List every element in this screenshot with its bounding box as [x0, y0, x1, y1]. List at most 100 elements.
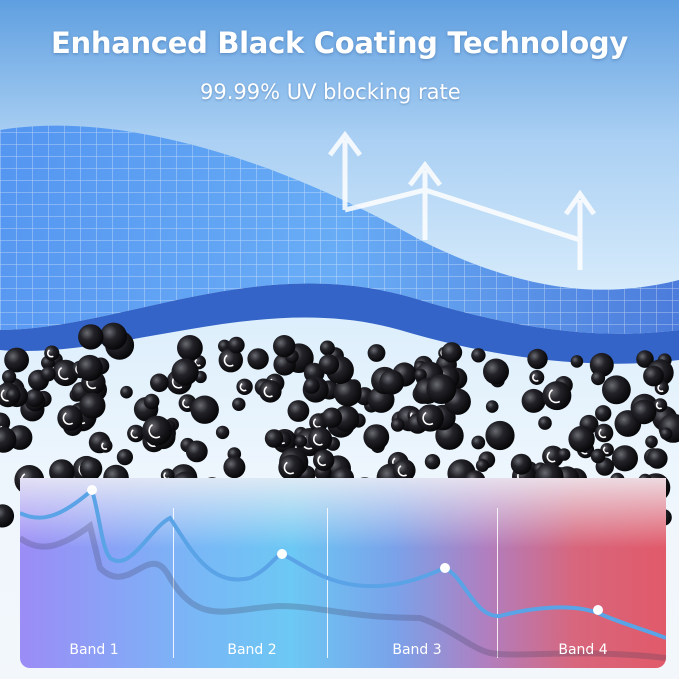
particle — [645, 435, 658, 449]
particle — [321, 407, 343, 428]
particle — [79, 392, 106, 419]
curve-line — [20, 486, 666, 640]
particle — [313, 449, 335, 471]
particle — [52, 359, 79, 387]
particle — [636, 350, 654, 368]
page-title: Enhanced Black Coating Technology — [51, 26, 628, 60]
particle-highlight — [312, 433, 323, 446]
particle — [264, 429, 284, 448]
particle — [259, 380, 282, 403]
particle — [294, 435, 308, 448]
particle — [521, 388, 546, 413]
particle — [99, 322, 128, 350]
particle-highlight — [397, 465, 408, 477]
particle — [483, 358, 509, 385]
particle — [441, 342, 463, 363]
particle-highlight — [655, 401, 663, 410]
particle — [570, 355, 584, 368]
particle — [363, 424, 390, 450]
particle — [471, 348, 486, 363]
particle — [471, 435, 486, 450]
particle — [653, 398, 668, 413]
band-divider — [173, 508, 174, 658]
particle — [591, 371, 606, 386]
particle — [177, 335, 203, 361]
particle — [6, 387, 21, 403]
particle-highlight — [598, 428, 607, 439]
particle — [333, 378, 362, 407]
particle — [120, 385, 133, 399]
particle — [223, 456, 246, 479]
particle — [529, 370, 545, 385]
band-label-3: Band 3 — [392, 642, 442, 658]
particle-highlight — [602, 446, 609, 454]
particle — [594, 423, 614, 443]
band-divider — [327, 508, 328, 658]
particle — [485, 420, 515, 451]
particle-highlight — [263, 386, 273, 398]
particle — [647, 448, 668, 469]
curve-shadow — [20, 520, 666, 661]
particle — [542, 381, 572, 411]
particle-highlight — [62, 412, 74, 425]
particle-highlight — [101, 442, 108, 450]
particle — [318, 354, 340, 375]
particle — [595, 405, 612, 422]
particle — [40, 366, 56, 382]
particle — [142, 415, 172, 446]
particle — [44, 345, 60, 361]
uv-chart-panel: Band 1 Band 2 Band 3 Band 4 — [20, 478, 666, 668]
particle-highlight — [317, 455, 327, 466]
particle — [150, 373, 169, 393]
particle — [4, 347, 29, 373]
uv-curve-chart — [20, 485, 666, 661]
band-label-4: Band 4 — [558, 642, 608, 658]
particle — [247, 348, 269, 370]
particle — [303, 377, 320, 394]
particle — [143, 393, 160, 410]
particle — [215, 425, 230, 440]
particle — [379, 369, 405, 395]
particle — [278, 454, 305, 481]
particle-highlight — [148, 423, 161, 439]
particle — [557, 448, 571, 461]
particle — [538, 416, 552, 430]
particle-highlight — [182, 398, 190, 409]
uv-arrows-icon — [328, 130, 597, 270]
data-point — [440, 563, 450, 573]
particle-highlight — [223, 354, 234, 367]
particle — [424, 454, 441, 470]
particle — [643, 365, 664, 387]
particle — [185, 440, 208, 463]
particle — [319, 340, 335, 356]
particle — [631, 399, 657, 425]
particle — [611, 445, 639, 472]
band-label-1: Band 1 — [69, 642, 119, 658]
data-point — [87, 485, 97, 495]
particle — [542, 445, 564, 468]
particle — [510, 453, 532, 475]
particle-highlight — [0, 425, 3, 429]
particle — [568, 425, 595, 453]
particle — [390, 418, 405, 432]
particle — [527, 348, 548, 370]
particle — [660, 427, 673, 440]
particle — [2, 369, 17, 385]
particle — [57, 405, 83, 431]
particle — [475, 459, 489, 472]
particle-highlight — [422, 411, 434, 426]
particle — [589, 352, 614, 377]
particle — [98, 438, 113, 453]
particle — [171, 358, 199, 386]
particle — [287, 400, 310, 422]
particle — [416, 404, 444, 432]
band-label-2: Band 2 — [227, 642, 277, 658]
particle-highlight — [546, 451, 556, 463]
particle-highlight — [57, 366, 69, 380]
particle — [116, 449, 133, 466]
data-point — [277, 549, 287, 559]
particle — [414, 368, 427, 382]
data-point — [593, 605, 603, 615]
band-divider — [497, 508, 498, 658]
particle-highlight — [657, 384, 664, 393]
